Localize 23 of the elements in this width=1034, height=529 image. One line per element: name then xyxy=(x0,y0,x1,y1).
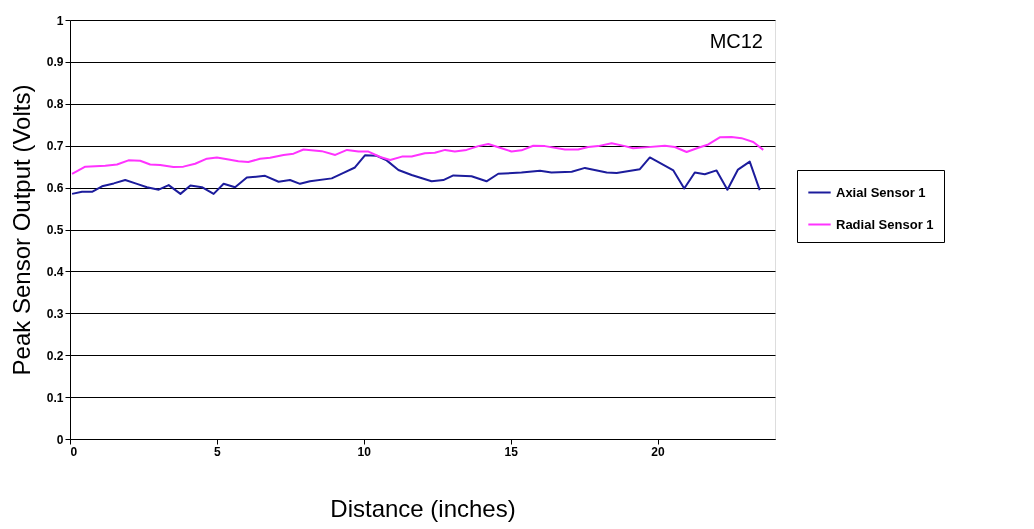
y-tick-label: 0.9 xyxy=(46,55,64,70)
y-tick-label: 1 xyxy=(56,13,64,28)
y-tick-label: 0.7 xyxy=(46,139,64,154)
legend-label: Radial Sensor 1 xyxy=(836,216,934,232)
x-tick-label: 20 xyxy=(651,444,665,459)
line-series xyxy=(71,154,761,195)
x-axis-title: Distance (inches) xyxy=(330,494,516,522)
x-tick-label: 10 xyxy=(357,444,372,459)
y-tick-label: 0.4 xyxy=(46,264,64,279)
y-tick-label: 0.1 xyxy=(46,390,64,405)
legend-label: Axial Sensor 1 xyxy=(836,184,926,200)
line-series xyxy=(71,135,765,175)
y-tick-label: 0.6 xyxy=(46,181,64,196)
annotation: MC12 xyxy=(709,30,763,52)
x-tick-label: 0 xyxy=(70,444,78,459)
x-tick-label: 15 xyxy=(504,444,519,459)
y-tick-label: 0.5 xyxy=(46,223,64,237)
x-tick-label: 5 xyxy=(214,444,222,459)
y-axis-title: Peak Sensor Output (Volts) xyxy=(7,84,35,376)
y-tick-label: 0.2 xyxy=(46,348,64,363)
y-tick-label: 0.3 xyxy=(46,306,64,321)
y-tick-label: 0.8 xyxy=(46,97,64,112)
y-tick-label: 0 xyxy=(56,432,64,447)
